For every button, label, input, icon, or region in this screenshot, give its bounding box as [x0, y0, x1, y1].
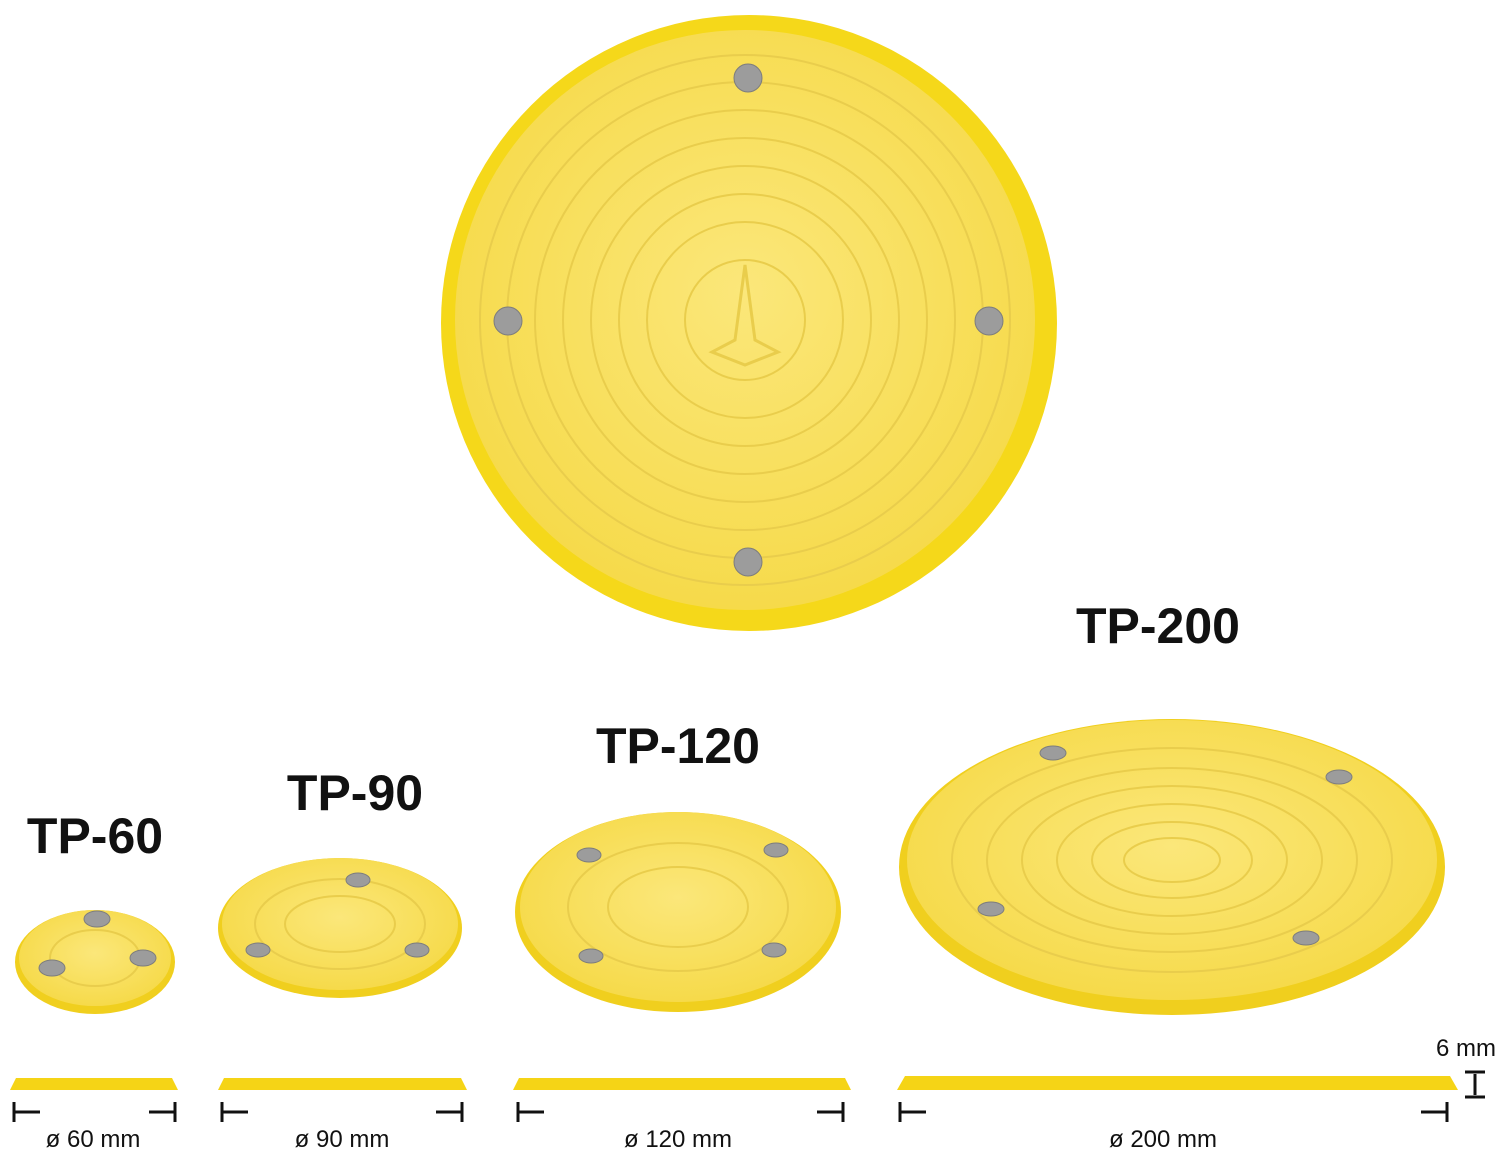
- diameter-label: ø 120 mm: [624, 1126, 732, 1152]
- large-disc: [441, 15, 1057, 631]
- disc-tp-60: [15, 910, 175, 1014]
- disc-tp-120: [515, 812, 841, 1012]
- product-name: TP-120: [596, 718, 760, 774]
- diameter-label: ø 60 mm: [46, 1126, 141, 1152]
- product-name: TP-90: [287, 765, 423, 821]
- profiles: [10, 1076, 1458, 1090]
- disc-tp-200: [899, 719, 1445, 1015]
- disc-tp-90: [218, 858, 462, 998]
- product-name: TP-200: [1076, 598, 1240, 654]
- thickness-label: 6 mm: [1436, 1035, 1496, 1062]
- product-name: TP-60: [27, 808, 163, 864]
- dimension-arrows: [12, 1070, 1485, 1122]
- diameter-label: ø 200 mm: [1109, 1126, 1217, 1152]
- diameter-label: ø 90 mm: [295, 1126, 390, 1152]
